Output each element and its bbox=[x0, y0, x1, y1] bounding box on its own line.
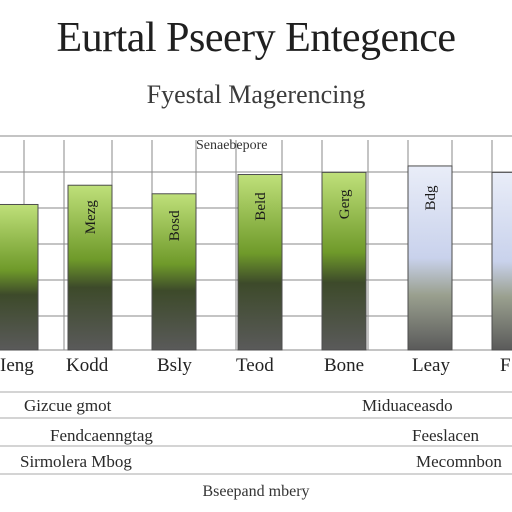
bar-label-3: Bosd bbox=[167, 210, 183, 241]
note-right-3: Mecomnbon bbox=[416, 452, 502, 471]
legend-label: Senaebepore bbox=[196, 138, 268, 153]
note-left-1: Gizcue gmot bbox=[24, 396, 112, 415]
note-right-2: Feeslacen bbox=[412, 426, 480, 445]
category-label-1: Ieng bbox=[0, 355, 34, 376]
category-label-4: Teod bbox=[236, 355, 274, 376]
bar-label-5: Gerg bbox=[337, 189, 353, 219]
category-label-3: Bsly bbox=[157, 355, 192, 376]
footer-label: Bseepand mbery bbox=[202, 483, 310, 500]
bar-1 bbox=[0, 203, 39, 351]
bar-2 bbox=[67, 184, 113, 351]
note-left-2: Fendcaenngtag bbox=[50, 426, 153, 445]
bar-6 bbox=[407, 165, 453, 351]
bar-3 bbox=[151, 193, 197, 351]
category-label-7: F bbox=[500, 355, 511, 376]
category-label-6: Leay bbox=[412, 355, 450, 376]
bar-7 bbox=[491, 171, 512, 351]
bar-4 bbox=[237, 174, 283, 351]
category-label-2: Kodd bbox=[66, 355, 109, 376]
bar-label-4: Beld bbox=[253, 192, 269, 221]
bar-label-6: Bdg bbox=[423, 185, 439, 211]
bar-label-2: Mezg bbox=[83, 200, 99, 235]
chart-title: Eurtal Pseery Entegence bbox=[56, 15, 456, 61]
category-label-5: Bone bbox=[324, 355, 365, 376]
chart-subtitle: Fyestal Magerencing bbox=[146, 80, 366, 109]
bar-5 bbox=[321, 171, 367, 351]
note-right-1: Miduaceasdo bbox=[362, 396, 453, 415]
note-left-3: Sirmolera Mbog bbox=[20, 452, 132, 471]
